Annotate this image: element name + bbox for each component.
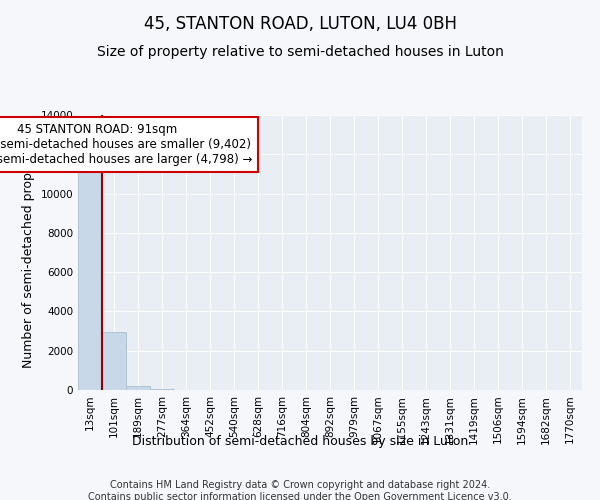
Text: 45, STANTON ROAD, LUTON, LU4 0BH: 45, STANTON ROAD, LUTON, LU4 0BH: [143, 15, 457, 33]
Bar: [102, 332, 126, 390]
Text: Size of property relative to semi-detached houses in Luton: Size of property relative to semi-detach…: [97, 45, 503, 59]
Text: Contains HM Land Registry data © Crown copyright and database right 2024.: Contains HM Land Registry data © Crown c…: [110, 480, 490, 490]
Text: 45 STANTON ROAD: 91sqm
← 65% of semi-detached houses are smaller (9,402)
   33% : 45 STANTON ROAD: 91sqm ← 65% of semi-det…: [0, 123, 253, 166]
Text: Distribution of semi-detached houses by size in Luton: Distribution of semi-detached houses by …: [132, 435, 468, 448]
Bar: [150, 389, 174, 390]
Bar: [126, 386, 150, 390]
Bar: [78, 164, 102, 390]
Y-axis label: Number of semi-detached properties: Number of semi-detached properties: [22, 137, 35, 368]
Text: Contains public sector information licensed under the Open Government Licence v3: Contains public sector information licen…: [88, 492, 512, 500]
